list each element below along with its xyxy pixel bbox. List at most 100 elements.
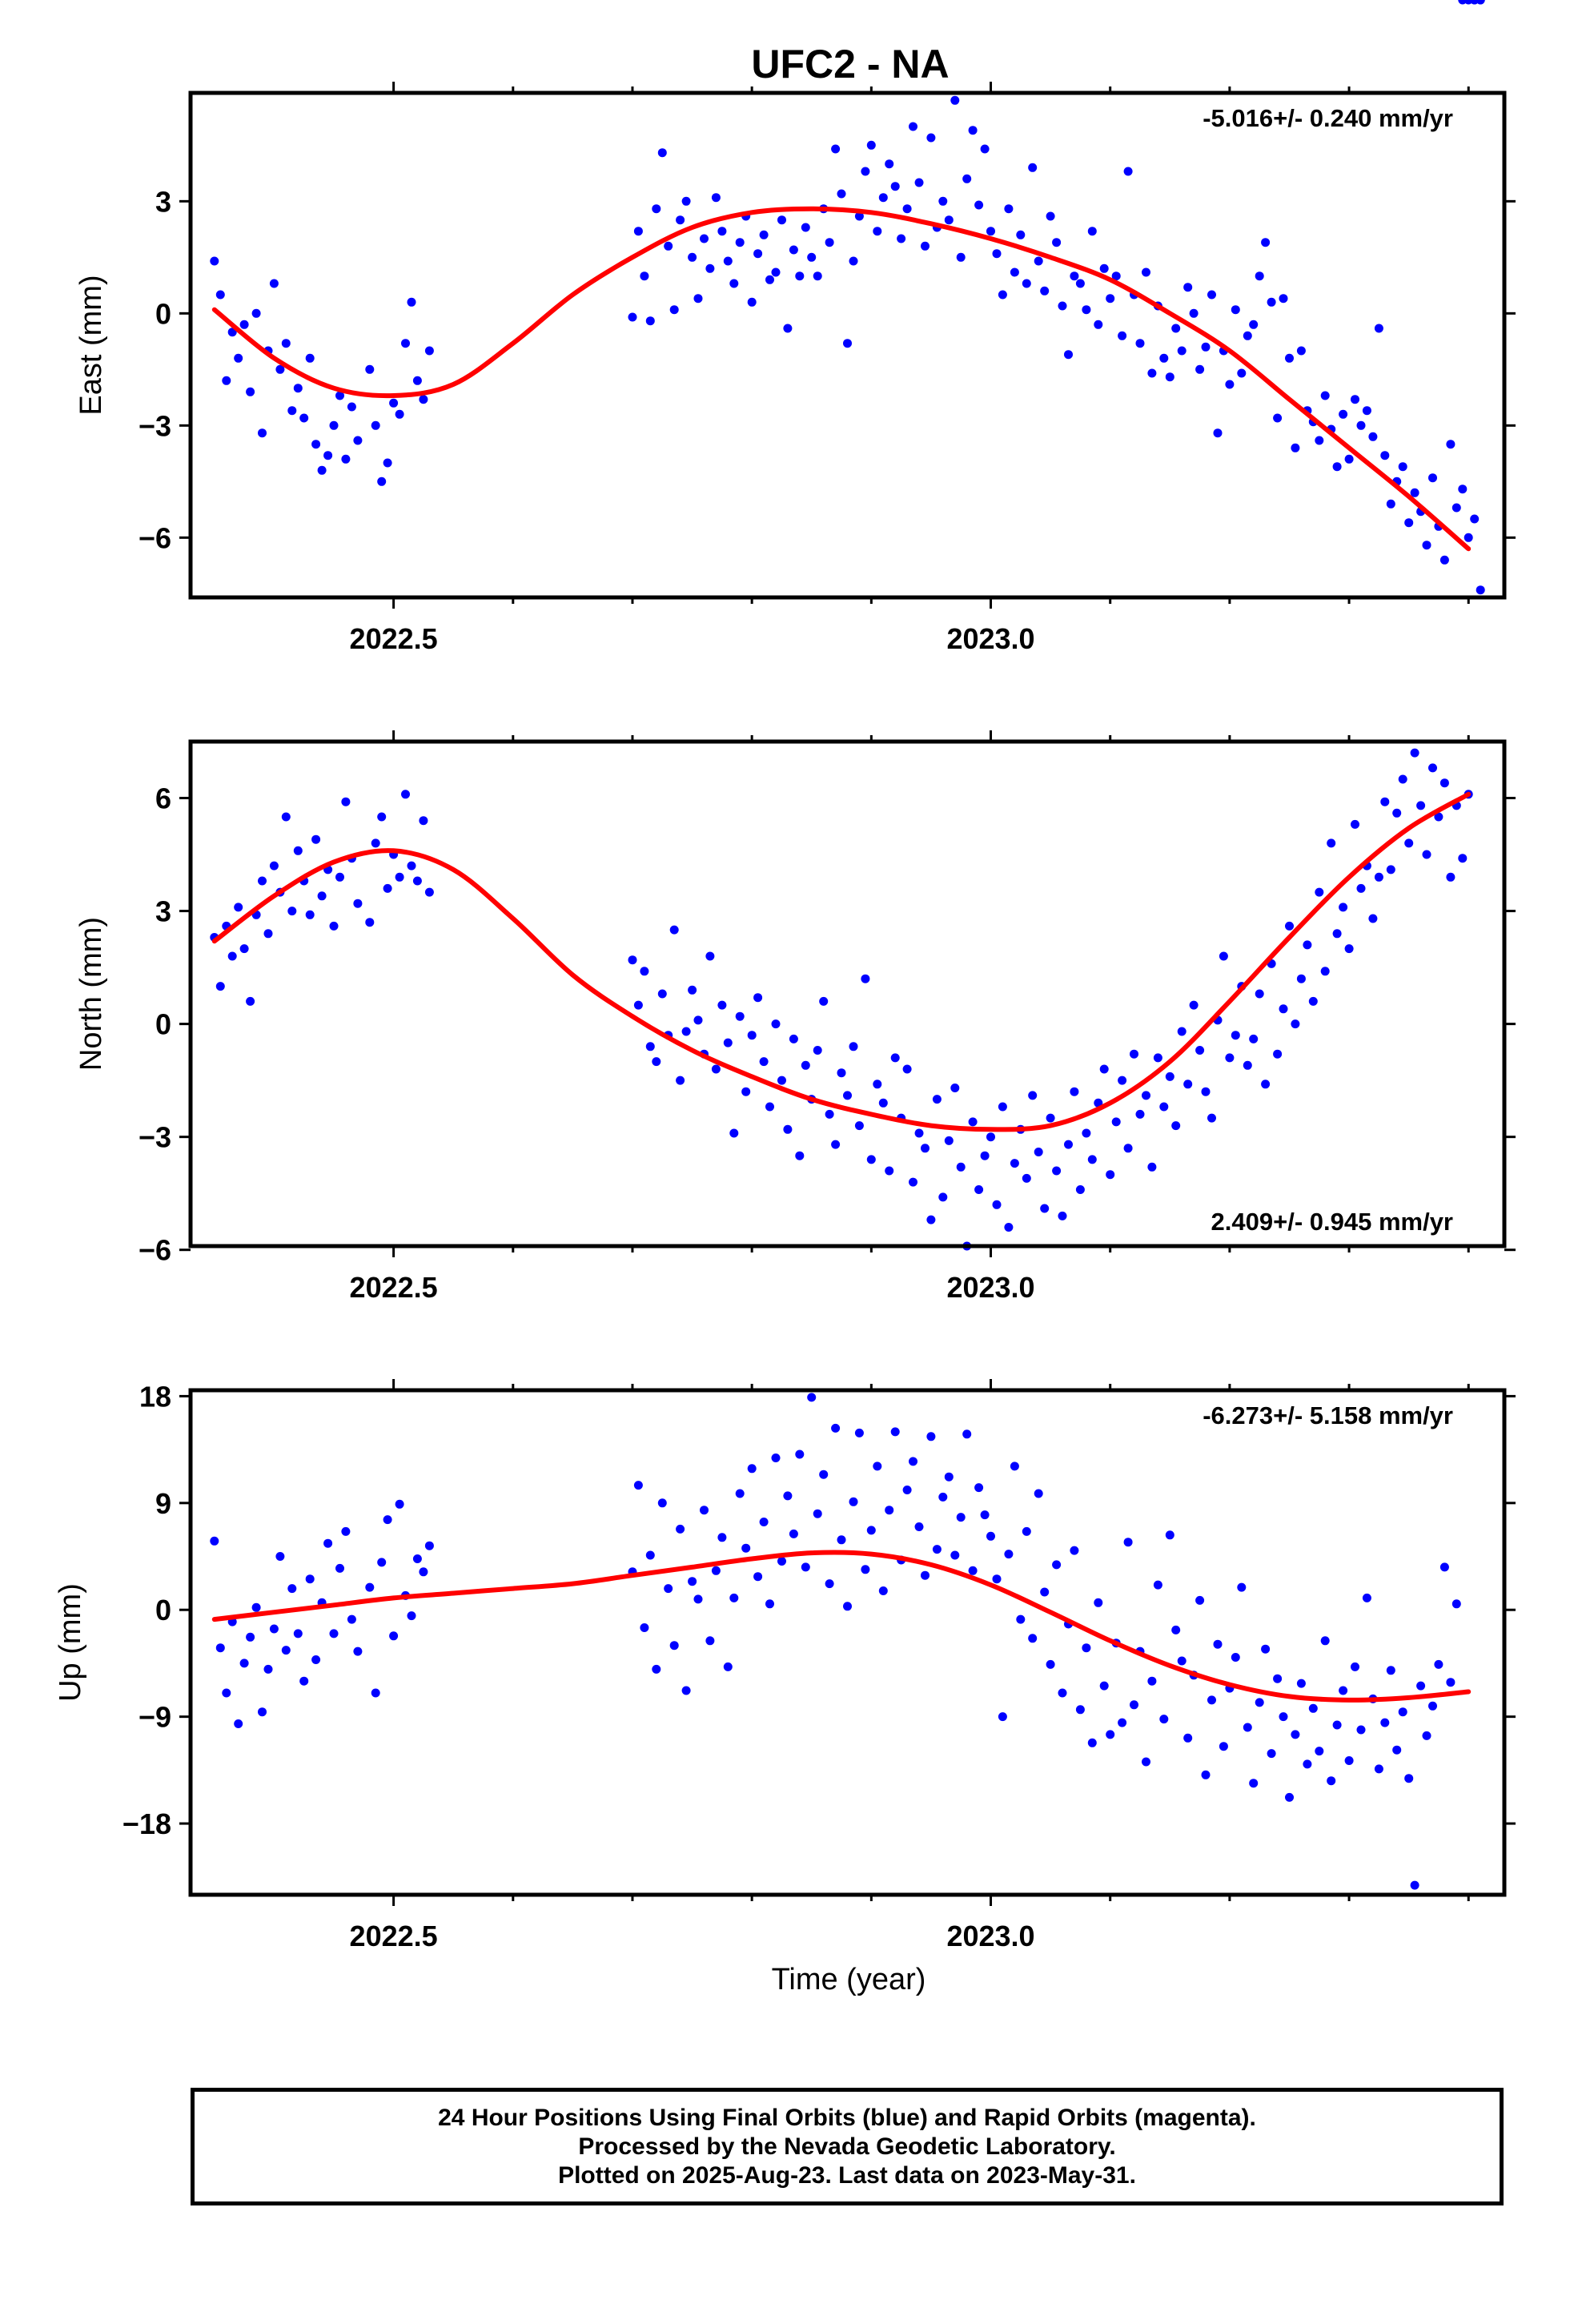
data-point xyxy=(395,872,404,882)
data-point xyxy=(1296,1679,1306,1688)
data-point xyxy=(897,234,906,243)
data-point xyxy=(1279,1004,1288,1014)
data-point xyxy=(890,1053,900,1063)
data-point xyxy=(215,982,225,991)
data-point xyxy=(926,1215,936,1224)
data-point xyxy=(1183,1080,1193,1089)
data-point xyxy=(777,1557,786,1566)
data-point xyxy=(747,1031,757,1040)
panel-2: 6 3 0 −3 −6 2022.5 2023.0 2.409+/- 0.945 mm/yr N… xyxy=(74,0,1516,1304)
data-point xyxy=(1320,967,1330,976)
data-point xyxy=(311,834,321,844)
data-point xyxy=(807,1393,817,1402)
data-point xyxy=(1159,353,1169,363)
data-point xyxy=(771,1454,781,1462)
y-tick-label: 0 xyxy=(155,1594,171,1626)
data-point xyxy=(657,989,667,999)
data-point xyxy=(944,215,954,225)
data-point xyxy=(1351,1662,1359,1671)
y-tick-label: −3 xyxy=(139,409,171,442)
data-point xyxy=(1285,921,1294,931)
data-point xyxy=(1165,372,1174,382)
data-point xyxy=(819,1470,829,1479)
data-point xyxy=(1082,1643,1091,1653)
data-point xyxy=(389,1631,399,1641)
data-point xyxy=(1362,1593,1371,1602)
data-point xyxy=(365,364,375,374)
data-point xyxy=(759,1518,769,1526)
data-point xyxy=(849,256,858,266)
data-point xyxy=(1099,1064,1109,1074)
data-point xyxy=(669,1641,679,1651)
data-point xyxy=(1070,271,1079,281)
data-point xyxy=(401,339,410,348)
data-point xyxy=(843,1091,852,1100)
data-point xyxy=(281,812,291,822)
data-point xyxy=(795,1449,805,1459)
data-point xyxy=(1339,1686,1348,1695)
data-point xyxy=(365,918,375,927)
data-point xyxy=(902,1064,912,1074)
data-point xyxy=(1476,0,1485,5)
data-point xyxy=(705,263,715,273)
data-point xyxy=(1356,1725,1366,1735)
data-point xyxy=(1237,368,1247,378)
data-point xyxy=(251,1602,261,1612)
data-points xyxy=(210,95,1485,595)
data-point xyxy=(1464,533,1473,542)
data-point xyxy=(1404,518,1414,528)
data-point xyxy=(329,921,339,931)
data-point xyxy=(1320,391,1330,400)
data-point xyxy=(681,196,691,206)
data-point xyxy=(1356,420,1366,430)
data-point xyxy=(1308,1703,1318,1713)
data-point xyxy=(1058,1211,1067,1220)
data-point xyxy=(837,1068,846,1078)
data-point xyxy=(1159,1102,1169,1112)
data-point xyxy=(676,1076,685,1085)
data-point xyxy=(395,409,404,419)
data-point xyxy=(335,872,344,882)
data-point xyxy=(1189,1000,1199,1010)
data-point xyxy=(383,1515,392,1525)
data-point xyxy=(1064,1140,1073,1149)
data-point xyxy=(281,1646,291,1655)
data-point xyxy=(735,1489,745,1498)
data-point xyxy=(873,227,882,236)
data-point xyxy=(269,1624,279,1634)
data-point xyxy=(723,1662,733,1671)
data-point xyxy=(693,1594,703,1604)
data-point xyxy=(1153,1053,1162,1063)
plot-frame xyxy=(188,739,1507,1248)
data-point xyxy=(831,1423,841,1433)
data-point xyxy=(938,196,948,206)
data-point xyxy=(873,1080,882,1089)
data-point xyxy=(771,267,781,277)
data-point xyxy=(657,148,667,158)
data-point xyxy=(974,1483,984,1493)
data-point xyxy=(1004,204,1014,214)
data-point xyxy=(926,1432,936,1441)
data-point xyxy=(962,1429,972,1439)
data-point xyxy=(1183,283,1193,292)
data-point xyxy=(371,420,380,430)
data-point xyxy=(1106,294,1115,304)
data-point xyxy=(1434,812,1443,822)
data-point xyxy=(1094,1598,1103,1607)
data-point xyxy=(424,887,434,897)
data-point xyxy=(657,1498,667,1508)
data-point xyxy=(1380,1718,1390,1727)
figure-title: UFC2 - NA xyxy=(751,42,949,86)
data-point xyxy=(1315,1747,1324,1756)
data-point xyxy=(693,294,703,304)
data-point xyxy=(1386,1666,1395,1675)
data-point xyxy=(777,1076,786,1085)
data-point xyxy=(854,1121,864,1131)
data-point xyxy=(227,951,237,961)
data-point xyxy=(371,838,380,848)
data-point xyxy=(1308,996,1318,1006)
data-point xyxy=(717,227,727,236)
data-point xyxy=(819,996,829,1006)
data-point xyxy=(341,1526,351,1536)
data-point xyxy=(1362,406,1371,416)
